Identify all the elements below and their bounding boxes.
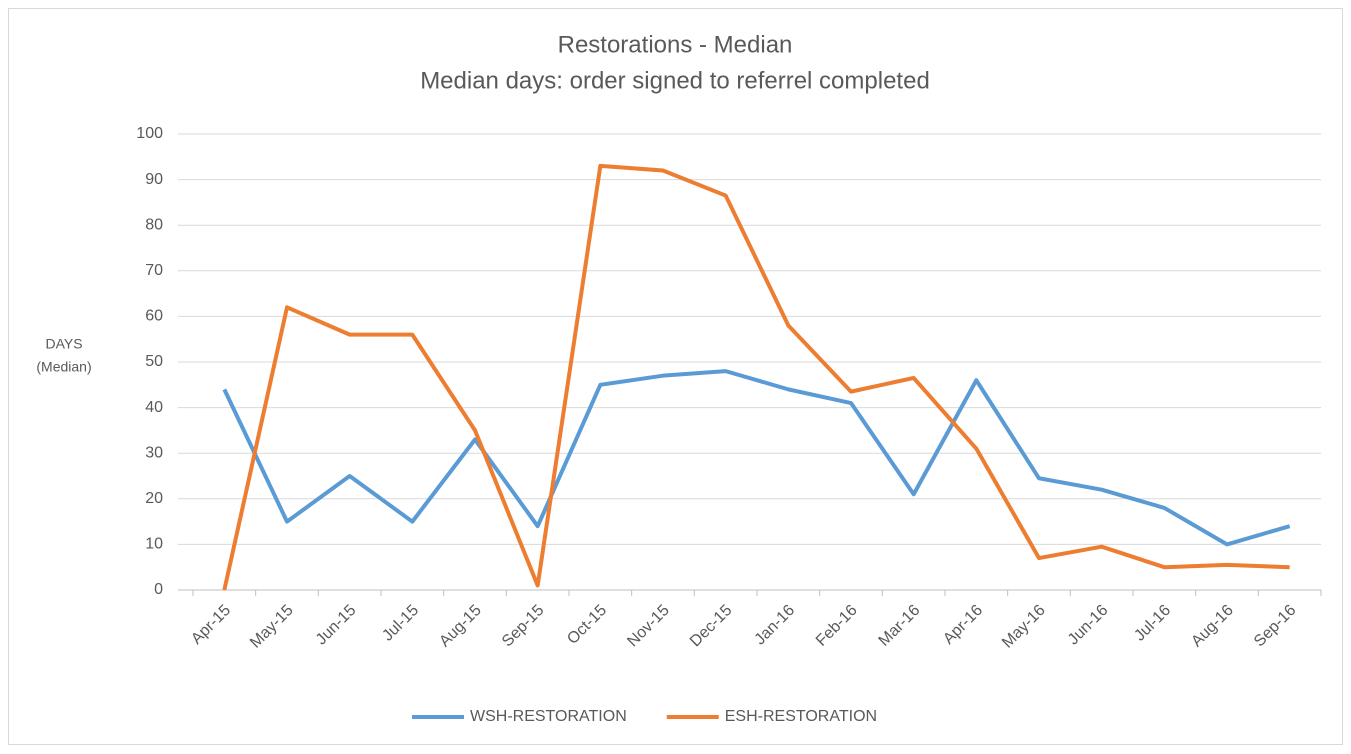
y-tick-label: 10 [145,536,163,553]
y-tick-label: 70 [145,262,163,279]
y-tick-label: 50 [145,353,163,370]
y-tick-label: 20 [145,490,163,507]
legend-label: ESH-RESTORATION [725,708,877,725]
y-axis-label: DAYS [45,336,82,352]
y-tick-label: 100 [136,125,163,142]
line-series [222,369,1291,547]
line-series [222,163,1290,591]
y-tick-label: 60 [145,308,163,325]
y-tick-label: 40 [145,399,163,416]
y-tick-label: 30 [145,444,163,461]
chart-title: Restorations - Median [558,31,793,58]
chart-subtitle: Median days: order signed to referrel co… [420,67,930,94]
legend-label: WSH-RESTORATION [470,708,627,725]
y-tick-label: 0 [154,581,163,598]
y-tick-label: 80 [145,216,163,233]
y-tick-label: 90 [145,171,163,188]
y-axis-label: (Median) [36,359,91,375]
